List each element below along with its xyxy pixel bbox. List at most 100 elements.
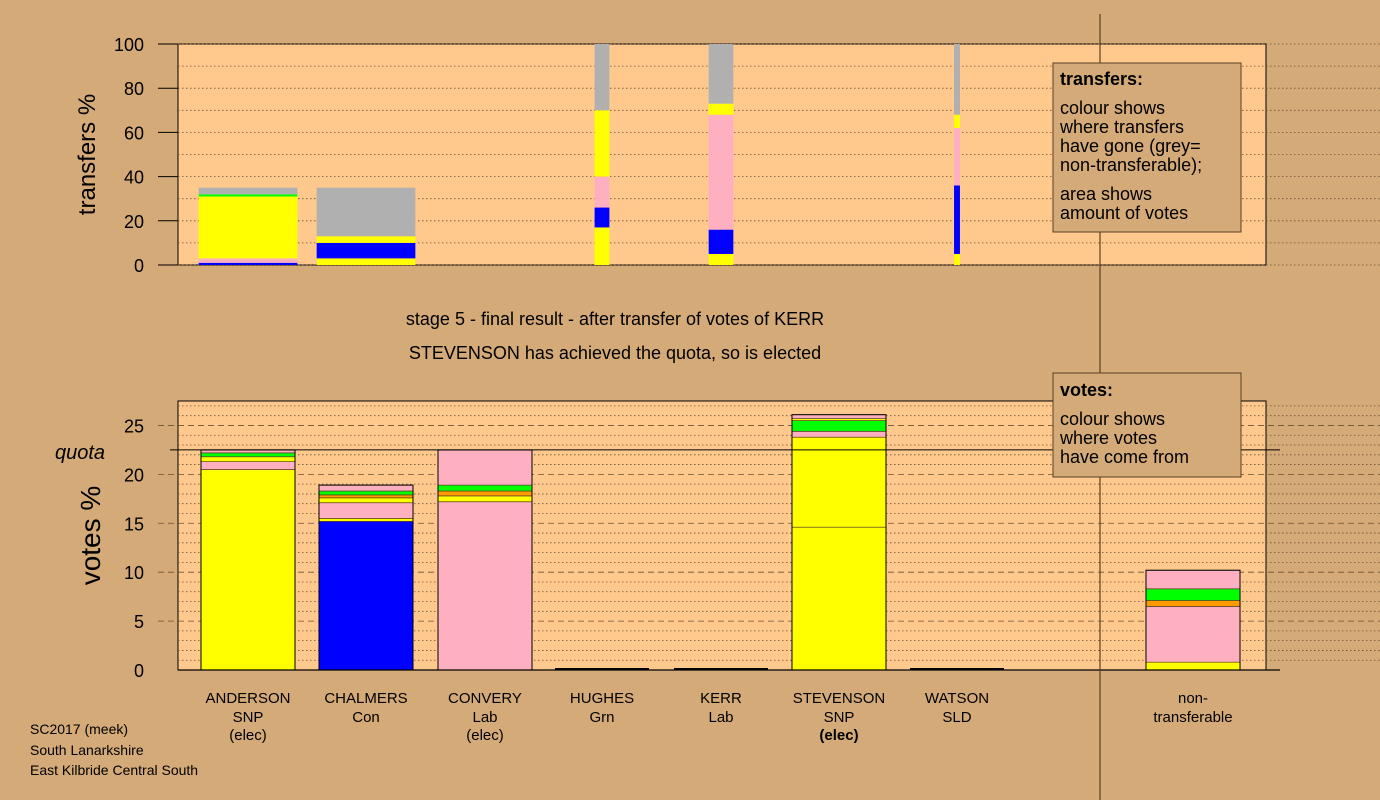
legend-transfers-line: amount of votes (1060, 203, 1188, 223)
votes-tick-label: 20 (124, 465, 144, 485)
votes-segment (1145, 600, 1241, 607)
candidate-name: HUGHES (570, 690, 634, 707)
transfers-segment (316, 236, 416, 243)
votes-tick-label: 25 (124, 416, 144, 436)
transfers-tick-label: 20 (124, 212, 144, 232)
candidate-name: STEVENSON (793, 690, 886, 707)
transfers-segment (954, 114, 960, 128)
votes-y-label: votes % (75, 486, 106, 586)
votes-segment (1145, 569, 1241, 590)
votes-bar (200, 449, 296, 671)
legend-votes: votes: colour shows where votes have com… (1052, 372, 1242, 478)
votes-segment (200, 456, 296, 462)
candidate-party: Lab (708, 709, 733, 726)
candidate-label: non-transferable (1153, 690, 1232, 726)
transfers-segment (198, 196, 298, 259)
votes-segment (791, 430, 887, 438)
candidate-party: Con (352, 709, 380, 726)
votes-tick-label: 0 (134, 661, 144, 681)
footer-line: SC2017 (meek) (30, 721, 128, 737)
votes-segment (791, 436, 887, 528)
candidate-name: WATSON (925, 690, 989, 707)
transfers-segment (198, 187, 298, 195)
transfers-segment (594, 207, 610, 228)
votes-segment (318, 520, 414, 671)
legend-votes-line: have come from (1060, 447, 1189, 467)
transfers-segment (316, 242, 416, 259)
votes-segment (200, 452, 296, 458)
transfers-segment (198, 194, 298, 197)
transfers-segment (954, 253, 960, 265)
transfers-segment (316, 258, 416, 265)
transfers-segment (594, 44, 610, 111)
footer: SC2017 (meek) South Lanarkshire East Kil… (30, 721, 198, 778)
votes-segment (1145, 588, 1241, 601)
footer-line: South Lanarkshire (30, 742, 144, 758)
candidate-name: CONVERY (448, 690, 522, 707)
footer-line: East Kilbride Central South (30, 762, 198, 778)
votes-tick-label: 15 (124, 514, 144, 534)
transfers-segment (954, 185, 960, 254)
votes-segment (791, 420, 887, 432)
transfers-segment (708, 44, 734, 104)
votes-segment (791, 414, 887, 419)
candidate-name: CHALMERS (324, 690, 407, 707)
votes-segment (200, 469, 296, 671)
transfers-bar (594, 44, 610, 265)
candidate-party: SNP (233, 709, 264, 726)
stage-line-1: stage 5 - final result - after transfer … (406, 309, 824, 329)
candidate-status: (elec) (819, 727, 858, 744)
candidate-label: STEVENSON SNP(elec) (793, 690, 886, 744)
candidate-status: (elec) (229, 727, 267, 744)
legend-transfers-line: have gone (grey= (1060, 136, 1201, 156)
votes-segment (318, 490, 414, 496)
votes-bar (318, 484, 414, 671)
candidate-label: HUGHES Grn (570, 690, 634, 726)
legend-transfers-line: where transfers (1059, 117, 1184, 137)
votes-segment (318, 494, 414, 499)
candidate-name: non- (1178, 690, 1208, 707)
votes-segment (437, 501, 533, 671)
candidate-label: WATSON SLD (925, 690, 989, 726)
transfers-segment (594, 176, 610, 208)
votes-segment (200, 461, 296, 470)
votes-segment (318, 518, 414, 522)
transfers-tick-label: 100 (114, 35, 144, 55)
votes-segment (437, 449, 533, 486)
transfers-bar (316, 187, 416, 265)
candidate-name: KERR (700, 690, 742, 707)
candidate-party: SLD (942, 709, 971, 726)
votes-tick-label: 10 (124, 563, 144, 583)
candidate-label: KERR Lab (700, 690, 742, 726)
transfers-segment (708, 114, 734, 230)
votes-segment (1145, 661, 1241, 671)
legend-transfers-line: area shows (1060, 184, 1152, 204)
transfers-tick-label: 0 (134, 256, 144, 276)
quota-label: quota (55, 442, 105, 464)
votes-segment (318, 502, 414, 519)
votes-segment (1145, 606, 1241, 663)
stage-line-2: STEVENSON has achieved the quota, so is … (409, 343, 821, 363)
legend-votes-box (1052, 372, 1242, 478)
legend-transfers-title: transfers: (1060, 69, 1143, 89)
transfers-tick-label: 80 (124, 79, 144, 99)
transfers-segment (594, 227, 610, 265)
votes-bar (437, 449, 533, 671)
candidate-label: CHALMERS Con (324, 690, 407, 726)
transfers-segment (708, 253, 734, 265)
votes-segment (437, 495, 533, 503)
legend-votes-line: where votes (1059, 428, 1157, 448)
legend-transfers-line: non-transferable); (1060, 155, 1202, 175)
candidate-party: SNP (824, 709, 855, 726)
transfers-segment (198, 258, 298, 263)
votes-segment (318, 484, 414, 492)
candidate-label: ANDERSON SNP(elec) (205, 690, 290, 744)
legend-transfers: transfers: colour shows where transfers … (1052, 62, 1242, 233)
legend-transfers-line: colour shows (1060, 98, 1165, 118)
legend-votes-title: votes: (1060, 380, 1113, 400)
candidate-label: CONVERY Lab(elec) (448, 690, 522, 744)
transfers-segment (198, 262, 298, 265)
candidate-party: Grn (589, 709, 614, 726)
